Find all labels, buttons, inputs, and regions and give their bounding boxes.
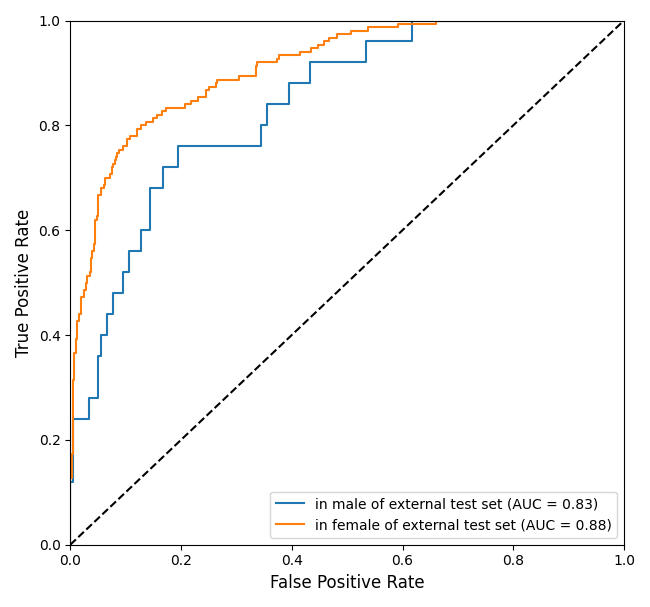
in male of external test set (AUC = 0.83) (183, 143, 191, 150)
in female of external test set (AUC = 0.88) (408, 21, 416, 28)
X-axis label: False Positive Rate: False Positive Rate (270, 574, 424, 592)
in female of external test set (AUC = 0.88) (620, 17, 628, 24)
in female of external test set (AUC = 0.88) (213, 76, 221, 84)
in male of external test set (AUC = 0.83) (473, 17, 480, 24)
in female of external test set (AUC = 0.88) (77, 300, 85, 307)
in female of external test set (AUC = 0.88) (432, 17, 439, 24)
in male of external test set (AUC = 0.83) (577, 17, 585, 24)
in male of external test set (AUC = 0.83) (408, 17, 415, 24)
in female of external test set (AUC = 0.88) (68, 467, 75, 475)
Line: in male of external test set (AUC = 0.83): in male of external test set (AUC = 0.83… (70, 21, 624, 544)
Line: in female of external test set (AUC = 0.88): in female of external test set (AUC = 0.… (70, 21, 624, 544)
Y-axis label: True Positive Rate: True Positive Rate (15, 208, 33, 357)
in male of external test set (AUC = 0.83) (393, 38, 400, 45)
in male of external test set (AUC = 0.83) (512, 17, 520, 24)
in female of external test set (AUC = 0.88) (66, 541, 74, 548)
in male of external test set (AUC = 0.83) (522, 17, 530, 24)
in male of external test set (AUC = 0.83) (620, 17, 628, 24)
in male of external test set (AUC = 0.83) (66, 541, 74, 548)
in female of external test set (AUC = 0.88) (69, 401, 77, 409)
in female of external test set (AUC = 0.88) (570, 17, 578, 24)
Legend: in male of external test set (AUC = 0.83), in female of external test set (AUC =: in male of external test set (AUC = 0.83… (270, 492, 617, 538)
